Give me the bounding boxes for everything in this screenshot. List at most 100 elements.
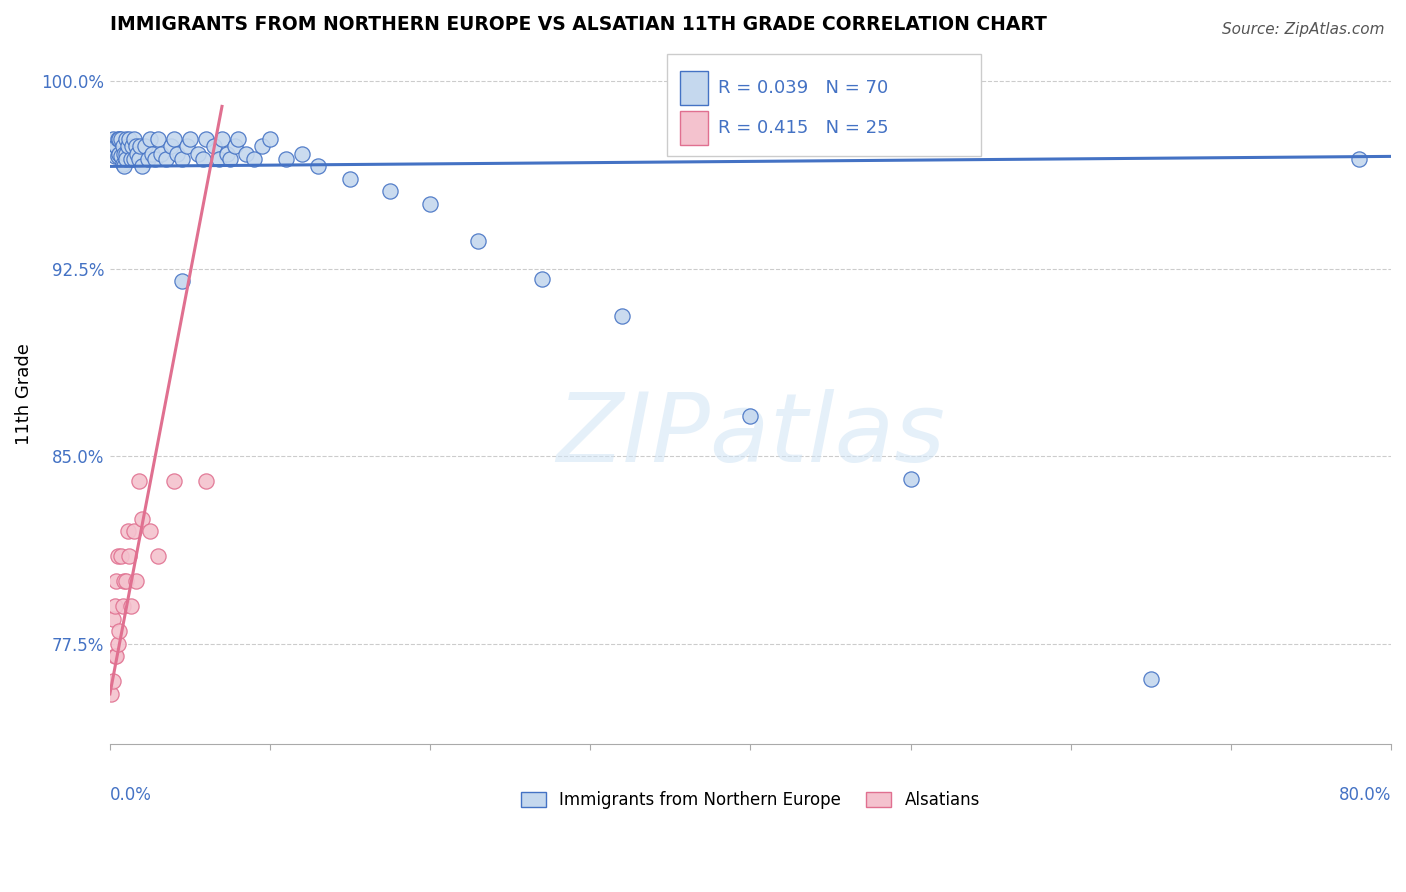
Point bbox=[122, 524, 145, 539]
Point bbox=[122, 132, 145, 146]
Point bbox=[107, 149, 129, 163]
Point bbox=[129, 139, 152, 153]
Point bbox=[108, 147, 131, 161]
Point bbox=[121, 139, 143, 153]
Point bbox=[122, 152, 145, 166]
Point bbox=[274, 152, 297, 166]
Point bbox=[378, 185, 401, 199]
Point bbox=[531, 272, 554, 286]
Point bbox=[224, 139, 246, 153]
Point bbox=[211, 132, 233, 146]
Point bbox=[104, 149, 127, 163]
Point bbox=[900, 472, 922, 486]
Point bbox=[612, 310, 634, 324]
Point bbox=[112, 574, 135, 589]
Point bbox=[111, 157, 134, 171]
Point bbox=[155, 152, 177, 166]
Point bbox=[105, 649, 128, 664]
Point bbox=[1348, 152, 1371, 166]
Point bbox=[219, 152, 242, 166]
Point bbox=[127, 147, 149, 161]
Point bbox=[104, 145, 127, 159]
Point bbox=[101, 132, 124, 146]
Point bbox=[128, 152, 150, 166]
Point bbox=[117, 524, 139, 539]
Point bbox=[111, 139, 134, 153]
Point bbox=[139, 524, 162, 539]
Point bbox=[112, 147, 135, 161]
Point bbox=[179, 132, 201, 146]
FancyBboxPatch shape bbox=[681, 112, 709, 145]
FancyBboxPatch shape bbox=[668, 54, 981, 156]
Point bbox=[101, 612, 124, 626]
Point bbox=[235, 147, 257, 161]
Point bbox=[101, 674, 124, 689]
Point bbox=[159, 139, 181, 153]
Point bbox=[124, 574, 146, 589]
Point bbox=[100, 687, 122, 701]
Text: 80.0%: 80.0% bbox=[1339, 786, 1391, 804]
Point bbox=[107, 132, 129, 146]
Point bbox=[194, 475, 217, 489]
Point bbox=[105, 574, 128, 589]
Y-axis label: 11th Grade: 11th Grade bbox=[15, 343, 32, 445]
Point bbox=[259, 132, 281, 146]
Point bbox=[111, 599, 134, 614]
Point bbox=[141, 147, 163, 161]
Point bbox=[467, 235, 489, 249]
Point bbox=[117, 139, 139, 153]
Point bbox=[128, 475, 150, 489]
Point bbox=[108, 132, 131, 146]
Point bbox=[104, 599, 127, 614]
Point bbox=[166, 147, 188, 161]
Point bbox=[112, 160, 135, 174]
Point bbox=[115, 132, 138, 146]
Text: ZIPatlas: ZIPatlas bbox=[555, 390, 945, 483]
Point bbox=[115, 152, 138, 166]
Point bbox=[307, 160, 329, 174]
Point bbox=[124, 139, 146, 153]
Point bbox=[291, 147, 314, 161]
Point bbox=[107, 637, 129, 651]
Point bbox=[131, 512, 153, 526]
Text: IMMIGRANTS FROM NORTHERN EUROPE VS ALSATIAN 11TH GRADE CORRELATION CHART: IMMIGRANTS FROM NORTHERN EUROPE VS ALSAT… bbox=[110, 15, 1046, 34]
Point bbox=[215, 147, 238, 161]
Point bbox=[339, 172, 361, 186]
Point bbox=[208, 152, 231, 166]
Text: 0.0%: 0.0% bbox=[110, 786, 152, 804]
Point bbox=[202, 139, 225, 153]
Point bbox=[146, 549, 169, 564]
Point bbox=[120, 152, 142, 166]
Legend: Immigrants from Northern Europe, Alsatians: Immigrants from Northern Europe, Alsatia… bbox=[515, 785, 987, 816]
Point bbox=[104, 649, 127, 664]
Point bbox=[110, 149, 132, 163]
Point bbox=[170, 274, 193, 288]
Text: R = 0.415   N = 25: R = 0.415 N = 25 bbox=[718, 119, 889, 136]
Point bbox=[107, 549, 129, 564]
Point bbox=[134, 139, 156, 153]
Point bbox=[105, 139, 128, 153]
Point bbox=[194, 132, 217, 146]
Point bbox=[170, 152, 193, 166]
Point bbox=[131, 160, 153, 174]
Point bbox=[1139, 672, 1161, 686]
Point bbox=[139, 132, 162, 146]
Point bbox=[740, 409, 762, 424]
Point bbox=[118, 549, 141, 564]
Point bbox=[243, 152, 266, 166]
FancyBboxPatch shape bbox=[681, 71, 709, 104]
Point bbox=[110, 132, 132, 146]
Point bbox=[143, 152, 166, 166]
Point bbox=[115, 147, 138, 161]
Point bbox=[187, 147, 209, 161]
Text: R = 0.039   N = 70: R = 0.039 N = 70 bbox=[718, 79, 889, 97]
Text: Source: ZipAtlas.com: Source: ZipAtlas.com bbox=[1222, 22, 1385, 37]
Point bbox=[226, 132, 249, 146]
Point bbox=[120, 599, 142, 614]
Point bbox=[163, 132, 186, 146]
Point bbox=[118, 132, 141, 146]
Point bbox=[191, 152, 214, 166]
Point bbox=[150, 147, 173, 161]
Point bbox=[419, 197, 441, 211]
Point bbox=[108, 624, 131, 639]
